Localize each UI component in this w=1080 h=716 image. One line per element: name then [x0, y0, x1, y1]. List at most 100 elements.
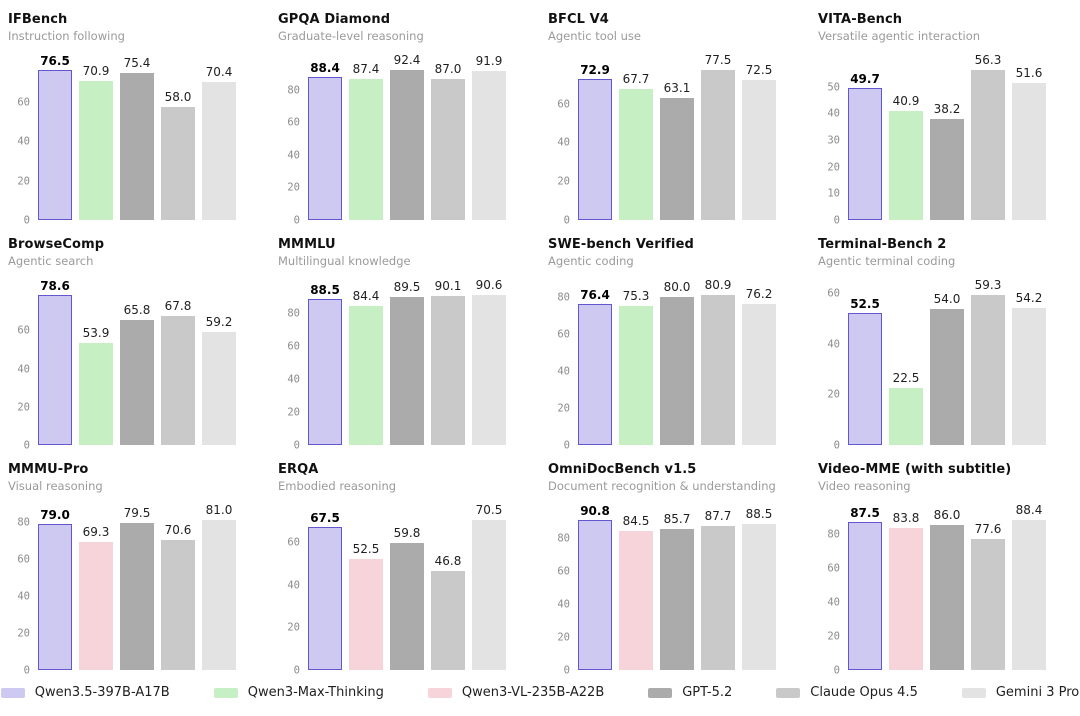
y-tick-label: 40 — [827, 107, 840, 120]
bar-value-label: 54.2 — [1015, 291, 1043, 306]
bar-value-label: 89.5 — [393, 280, 421, 295]
bar-qwen3-max-thinking: 70.9 — [79, 65, 113, 221]
bar-value-label: 67.8 — [164, 299, 192, 314]
bars-group: 78.6 53.9 65.8 67.8 59.2 — [38, 280, 236, 446]
bar-value-label: 22.5 — [892, 371, 920, 386]
y-axis: 0 10 20 30 40 50 — [818, 68, 848, 225]
bar-qwen3-max-thinking: 75.3 — [619, 290, 653, 446]
y-tick-label: 0 — [833, 438, 840, 451]
y-tick-label: 60 — [827, 562, 840, 575]
bars-group: 87.5 83.8 86.0 77.6 88.4 — [848, 504, 1046, 671]
y-tick-label: 20 — [17, 626, 30, 639]
chart-title: VITA-Bench — [818, 12, 903, 27]
legend-label: Qwen3-Max-Thinking — [247, 685, 384, 700]
plot-area: 0 20 40 60 67.5 52.5 59.8 46.8 70.5 — [278, 504, 534, 675]
chart-vita-bench: VITA-Bench Versatile agentic interaction 0… — [810, 0, 1080, 225]
bar-gpt-5-2: 86.0 — [930, 509, 964, 671]
bar-value-label: 79.0 — [40, 508, 70, 523]
chart-swe-bench-verified: SWE-bench Verified Agentic coding 0 20 40 60 8… — [540, 225, 810, 450]
bar-claude-opus-4-5: 67.8 — [161, 300, 195, 446]
legend-swatch-icon — [427, 687, 452, 698]
bar-value-label: 59.8 — [393, 526, 421, 541]
y-axis: 0 20 40 60 — [8, 68, 38, 225]
bar-claude-opus-4-5: 80.9 — [701, 279, 735, 446]
y-tick-label: 20 — [17, 174, 30, 187]
bar-value-label: 80.0 — [663, 280, 691, 295]
legend-swatch-icon — [213, 687, 238, 698]
bar-value-label: 88.5 — [745, 507, 773, 522]
bar-value-label: 75.3 — [622, 288, 650, 303]
bar-gpt-5-2: 80.0 — [660, 281, 694, 446]
bar-value-label: 87.4 — [352, 61, 380, 76]
chart-title: MMMU-Pro — [8, 462, 89, 477]
y-tick-label: 0 — [293, 438, 300, 451]
bar-claude-opus-4-5: 70.6 — [161, 524, 195, 671]
bar-value-label: 72.9 — [580, 63, 610, 78]
chart-subtitle: Agentic coding — [548, 254, 634, 269]
plot-area: 0 20 40 60 76.5 70.9 75.4 58.0 70.4 — [8, 55, 264, 225]
legend-label: Qwen3-VL-235B-A22B — [461, 685, 605, 700]
y-tick-label: 80 — [557, 532, 570, 545]
bar-value-label: 76.2 — [745, 287, 773, 302]
bar-qwen3-vl-235b-a22b: 84.5 — [619, 515, 653, 671]
bar-qwen3-5-397b-a17b: 49.7 — [848, 73, 882, 221]
y-axis: 0 20 40 60 80 — [548, 518, 578, 675]
y-tick-label: 60 — [287, 339, 300, 352]
chart-subtitle: Visual reasoning — [8, 479, 103, 494]
chart-subtitle: Multilingual knowledge — [278, 254, 411, 269]
y-tick-label: 40 — [17, 590, 30, 603]
bar-gemini-3-pro: 54.2 — [1012, 292, 1046, 446]
y-tick-label: 60 — [557, 565, 570, 578]
y-tick-label: 20 — [17, 400, 30, 413]
chart-mmmu-pro: MMMU-Pro Visual reasoning 0 20 40 60 80 79.0 69.… — [0, 450, 270, 675]
y-tick-label: 60 — [17, 96, 30, 109]
y-tick-label: 0 — [563, 438, 570, 451]
plot-area: 0 20 40 60 80 76.4 75.3 80.0 80.9 76.2 — [548, 279, 804, 450]
chart-video-mme-with-subtitle: Video-MME (with subtitle) Video reasoning… — [810, 450, 1080, 675]
bar-gemini-3-pro: 76.2 — [742, 288, 776, 446]
plot-area: 0 20 40 60 80 90.8 84.5 85.7 87.7 88.5 — [548, 505, 804, 675]
chart-title: GPQA Diamond — [278, 12, 391, 27]
y-axis: 0 20 40 60 80 — [8, 517, 38, 675]
y-tick-label: 80 — [557, 290, 570, 303]
bar-value-label: 65.8 — [123, 302, 151, 317]
chart-mmmlu: MMMLU Multilingual knowledge 0 20 40 60 80 88.5… — [270, 225, 540, 450]
bar-claude-opus-4-5: 59.3 — [971, 279, 1005, 446]
y-tick-label: 30 — [827, 134, 840, 147]
chart-title: Terminal-Bench 2 — [818, 237, 947, 252]
bars-group: 76.4 75.3 80.0 80.9 76.2 — [578, 279, 776, 446]
bar-gemini-3-pro: 59.2 — [202, 316, 236, 446]
bar-claude-opus-4-5: 87.7 — [701, 510, 735, 671]
bar-value-label: 70.4 — [205, 65, 233, 80]
bars-group: 49.7 40.9 38.2 56.3 51.6 — [848, 54, 1046, 221]
bar-gpt-5-2: 65.8 — [120, 304, 154, 446]
chart-subtitle: Agentic terminal coding — [818, 254, 956, 269]
legend-label: GPT-5.2 — [682, 685, 733, 700]
y-tick-label: 40 — [287, 579, 300, 591]
y-tick-label: 0 — [23, 438, 30, 451]
y-tick-label: 20 — [557, 630, 570, 643]
bar-value-label: 80.9 — [704, 278, 732, 293]
chart-gpqa-diamond: GPQA Diamond Graduate-level reasoning 0 20 4… — [270, 0, 540, 225]
legend-item-gpt-5-2: GPT-5.2 — [648, 686, 732, 699]
y-axis: 0 20 40 60 — [8, 293, 38, 450]
bar-value-label: 38.2 — [933, 101, 961, 116]
bars-group: 76.5 70.9 75.4 58.0 70.4 — [38, 55, 236, 221]
bar-value-label: 87.5 — [850, 506, 880, 520]
bar-value-label: 72.5 — [745, 63, 773, 78]
bar-value-label: 90.8 — [580, 504, 610, 519]
bar-value-label: 59.3 — [974, 278, 1002, 293]
y-tick-label: 0 — [23, 213, 30, 226]
y-tick-label: 20 — [827, 630, 840, 643]
y-tick-label: 40 — [827, 596, 840, 609]
chart-subtitle: Agentic search — [8, 254, 94, 269]
y-tick-label: 40 — [17, 362, 30, 375]
legend-swatch-icon — [961, 687, 986, 698]
bar-value-label: 79.5 — [123, 506, 151, 521]
bar-value-label: 53.9 — [82, 325, 110, 340]
legend-swatch-icon — [0, 687, 25, 698]
legend-swatch-icon — [648, 687, 673, 698]
bar-gpt-5-2: 89.5 — [390, 281, 424, 446]
chart-ifbench: IFBench Instruction following 0 20 40 60 76.5 7… — [0, 0, 270, 225]
